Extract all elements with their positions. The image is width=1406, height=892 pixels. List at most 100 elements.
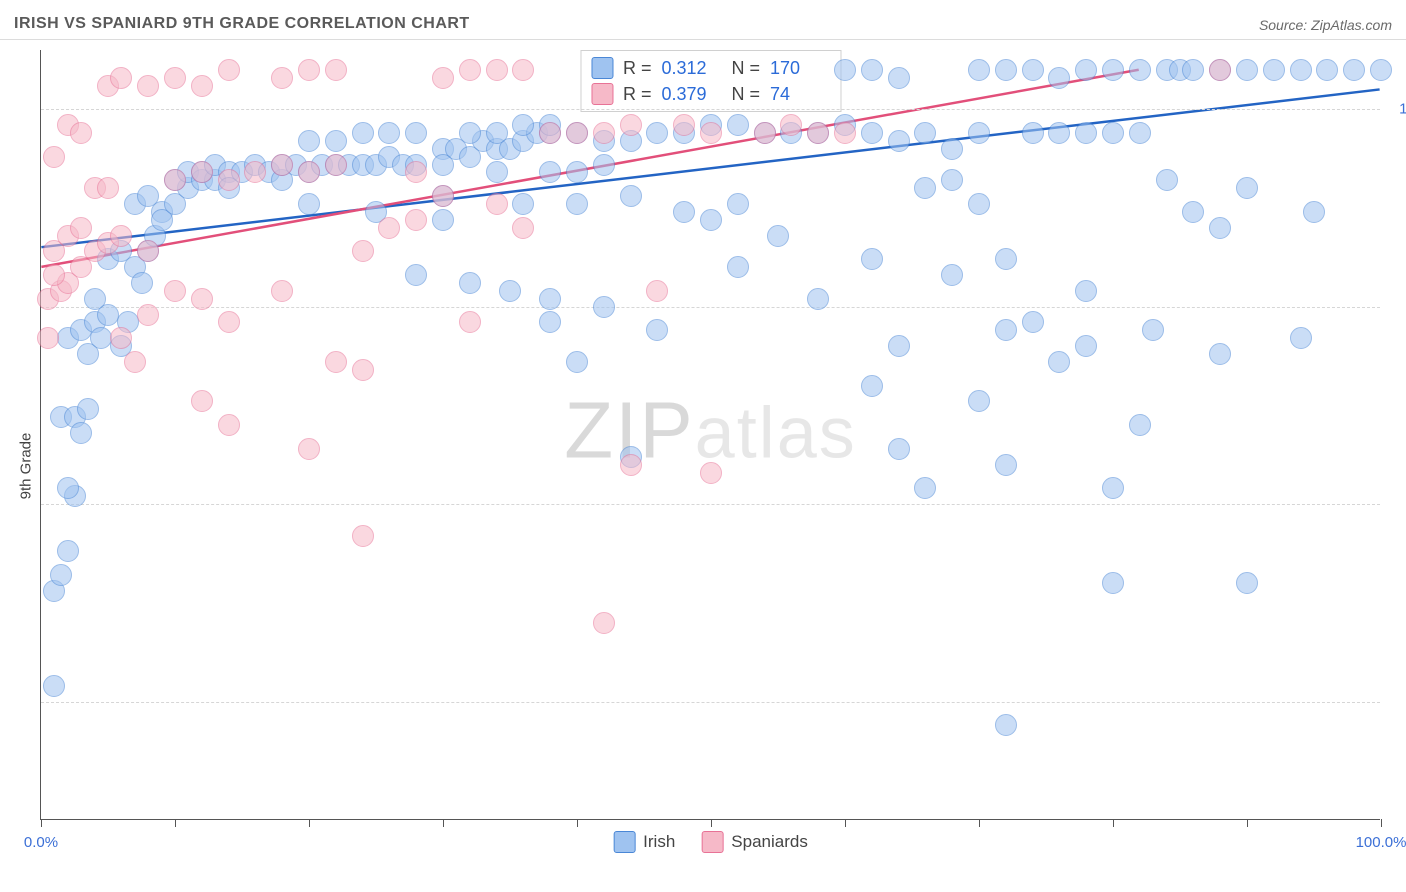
- data-point-irish: [539, 161, 561, 183]
- data-point-irish: [861, 248, 883, 270]
- legend-item: Irish: [613, 831, 675, 853]
- data-point-irish: [1022, 311, 1044, 333]
- data-point-spaniards: [298, 161, 320, 183]
- data-point-irish: [1182, 59, 1204, 81]
- data-point-spaniards: [70, 217, 92, 239]
- data-point-irish: [995, 454, 1017, 476]
- stats-swatch: [591, 57, 613, 79]
- data-point-irish: [1075, 335, 1097, 357]
- data-point-spaniards: [110, 67, 132, 89]
- x-tick-label: 0.0%: [24, 834, 58, 851]
- data-point-spaniards: [620, 114, 642, 136]
- data-point-irish: [566, 351, 588, 373]
- data-point-spaniards: [780, 114, 802, 136]
- x-tick: [175, 819, 176, 827]
- data-point-spaniards: [191, 390, 213, 412]
- data-point-irish: [1370, 59, 1392, 81]
- legend: Irish Spaniards: [613, 831, 808, 853]
- data-point-spaniards: [218, 311, 240, 333]
- data-point-irish: [968, 193, 990, 215]
- gridline: [41, 307, 1380, 308]
- stats-swatch: [591, 83, 613, 105]
- data-point-spaniards: [754, 122, 776, 144]
- data-point-irish: [727, 114, 749, 136]
- data-point-spaniards: [244, 161, 266, 183]
- data-point-spaniards: [700, 122, 722, 144]
- data-point-irish: [539, 311, 561, 333]
- x-tick: [443, 819, 444, 827]
- stats-row: R =0.312N =170: [591, 55, 830, 81]
- data-point-irish: [1236, 59, 1258, 81]
- data-point-spaniards: [620, 454, 642, 476]
- data-point-irish: [378, 122, 400, 144]
- data-point-irish: [995, 248, 1017, 270]
- gridline: [41, 702, 1380, 703]
- data-point-spaniards: [405, 209, 427, 231]
- data-point-spaniards: [459, 311, 481, 333]
- data-point-spaniards: [191, 161, 213, 183]
- data-point-spaniards: [807, 122, 829, 144]
- data-point-spaniards: [432, 67, 454, 89]
- data-point-irish: [968, 59, 990, 81]
- stat-n-label: N =: [732, 55, 761, 81]
- data-point-spaniards: [271, 280, 293, 302]
- data-point-irish: [888, 335, 910, 357]
- data-point-irish: [131, 272, 153, 294]
- data-point-irish: [432, 209, 454, 231]
- data-point-spaniards: [593, 122, 615, 144]
- data-point-irish: [1075, 280, 1097, 302]
- data-point-irish: [1290, 59, 1312, 81]
- x-tick-label: 100.0%: [1356, 834, 1406, 851]
- data-point-irish: [1102, 59, 1124, 81]
- legend-swatch: [613, 831, 635, 853]
- data-point-spaniards: [834, 122, 856, 144]
- data-point-spaniards: [218, 169, 240, 191]
- data-point-spaniards: [164, 280, 186, 302]
- data-point-irish: [1075, 59, 1097, 81]
- data-point-spaniards: [110, 327, 132, 349]
- data-point-spaniards: [352, 240, 374, 262]
- data-point-irish: [995, 714, 1017, 736]
- data-point-irish: [861, 122, 883, 144]
- data-point-irish: [834, 59, 856, 81]
- data-point-irish: [646, 122, 668, 144]
- data-point-spaniards: [673, 114, 695, 136]
- data-point-irish: [512, 114, 534, 136]
- data-point-spaniards: [298, 59, 320, 81]
- data-point-irish: [673, 201, 695, 223]
- data-point-irish: [77, 398, 99, 420]
- data-point-spaniards: [137, 304, 159, 326]
- data-point-irish: [70, 422, 92, 444]
- data-point-spaniards: [298, 438, 320, 460]
- data-point-irish: [1156, 169, 1178, 191]
- data-point-irish: [298, 130, 320, 152]
- data-point-irish: [405, 122, 427, 144]
- scatter-plot: ZIPatlas R =0.312N =170R =0.379N =74 Iri…: [40, 50, 1380, 820]
- data-point-spaniards: [539, 122, 561, 144]
- data-point-irish: [727, 193, 749, 215]
- data-point-irish: [914, 122, 936, 144]
- data-point-irish: [1102, 572, 1124, 594]
- data-point-irish: [593, 296, 615, 318]
- data-point-irish: [888, 67, 910, 89]
- data-point-irish: [1142, 319, 1164, 341]
- data-point-irish: [566, 193, 588, 215]
- legend-item: Spaniards: [701, 831, 808, 853]
- data-point-spaniards: [646, 280, 668, 302]
- data-point-irish: [914, 477, 936, 499]
- data-point-irish: [486, 161, 508, 183]
- data-point-irish: [1290, 327, 1312, 349]
- plot-wrap: 9th Grade ZIPatlas R =0.312N =170R =0.37…: [0, 40, 1406, 892]
- data-point-irish: [84, 288, 106, 310]
- stat-r-value: 0.379: [662, 81, 722, 107]
- data-point-irish: [486, 122, 508, 144]
- data-point-irish: [1129, 59, 1151, 81]
- data-point-irish: [432, 154, 454, 176]
- data-point-irish: [1236, 572, 1258, 594]
- data-point-spaniards: [512, 59, 534, 81]
- legend-label: Irish: [643, 832, 675, 852]
- data-point-irish: [1316, 59, 1338, 81]
- data-point-irish: [566, 161, 588, 183]
- x-tick: [1247, 819, 1248, 827]
- data-point-spaniards: [124, 351, 146, 373]
